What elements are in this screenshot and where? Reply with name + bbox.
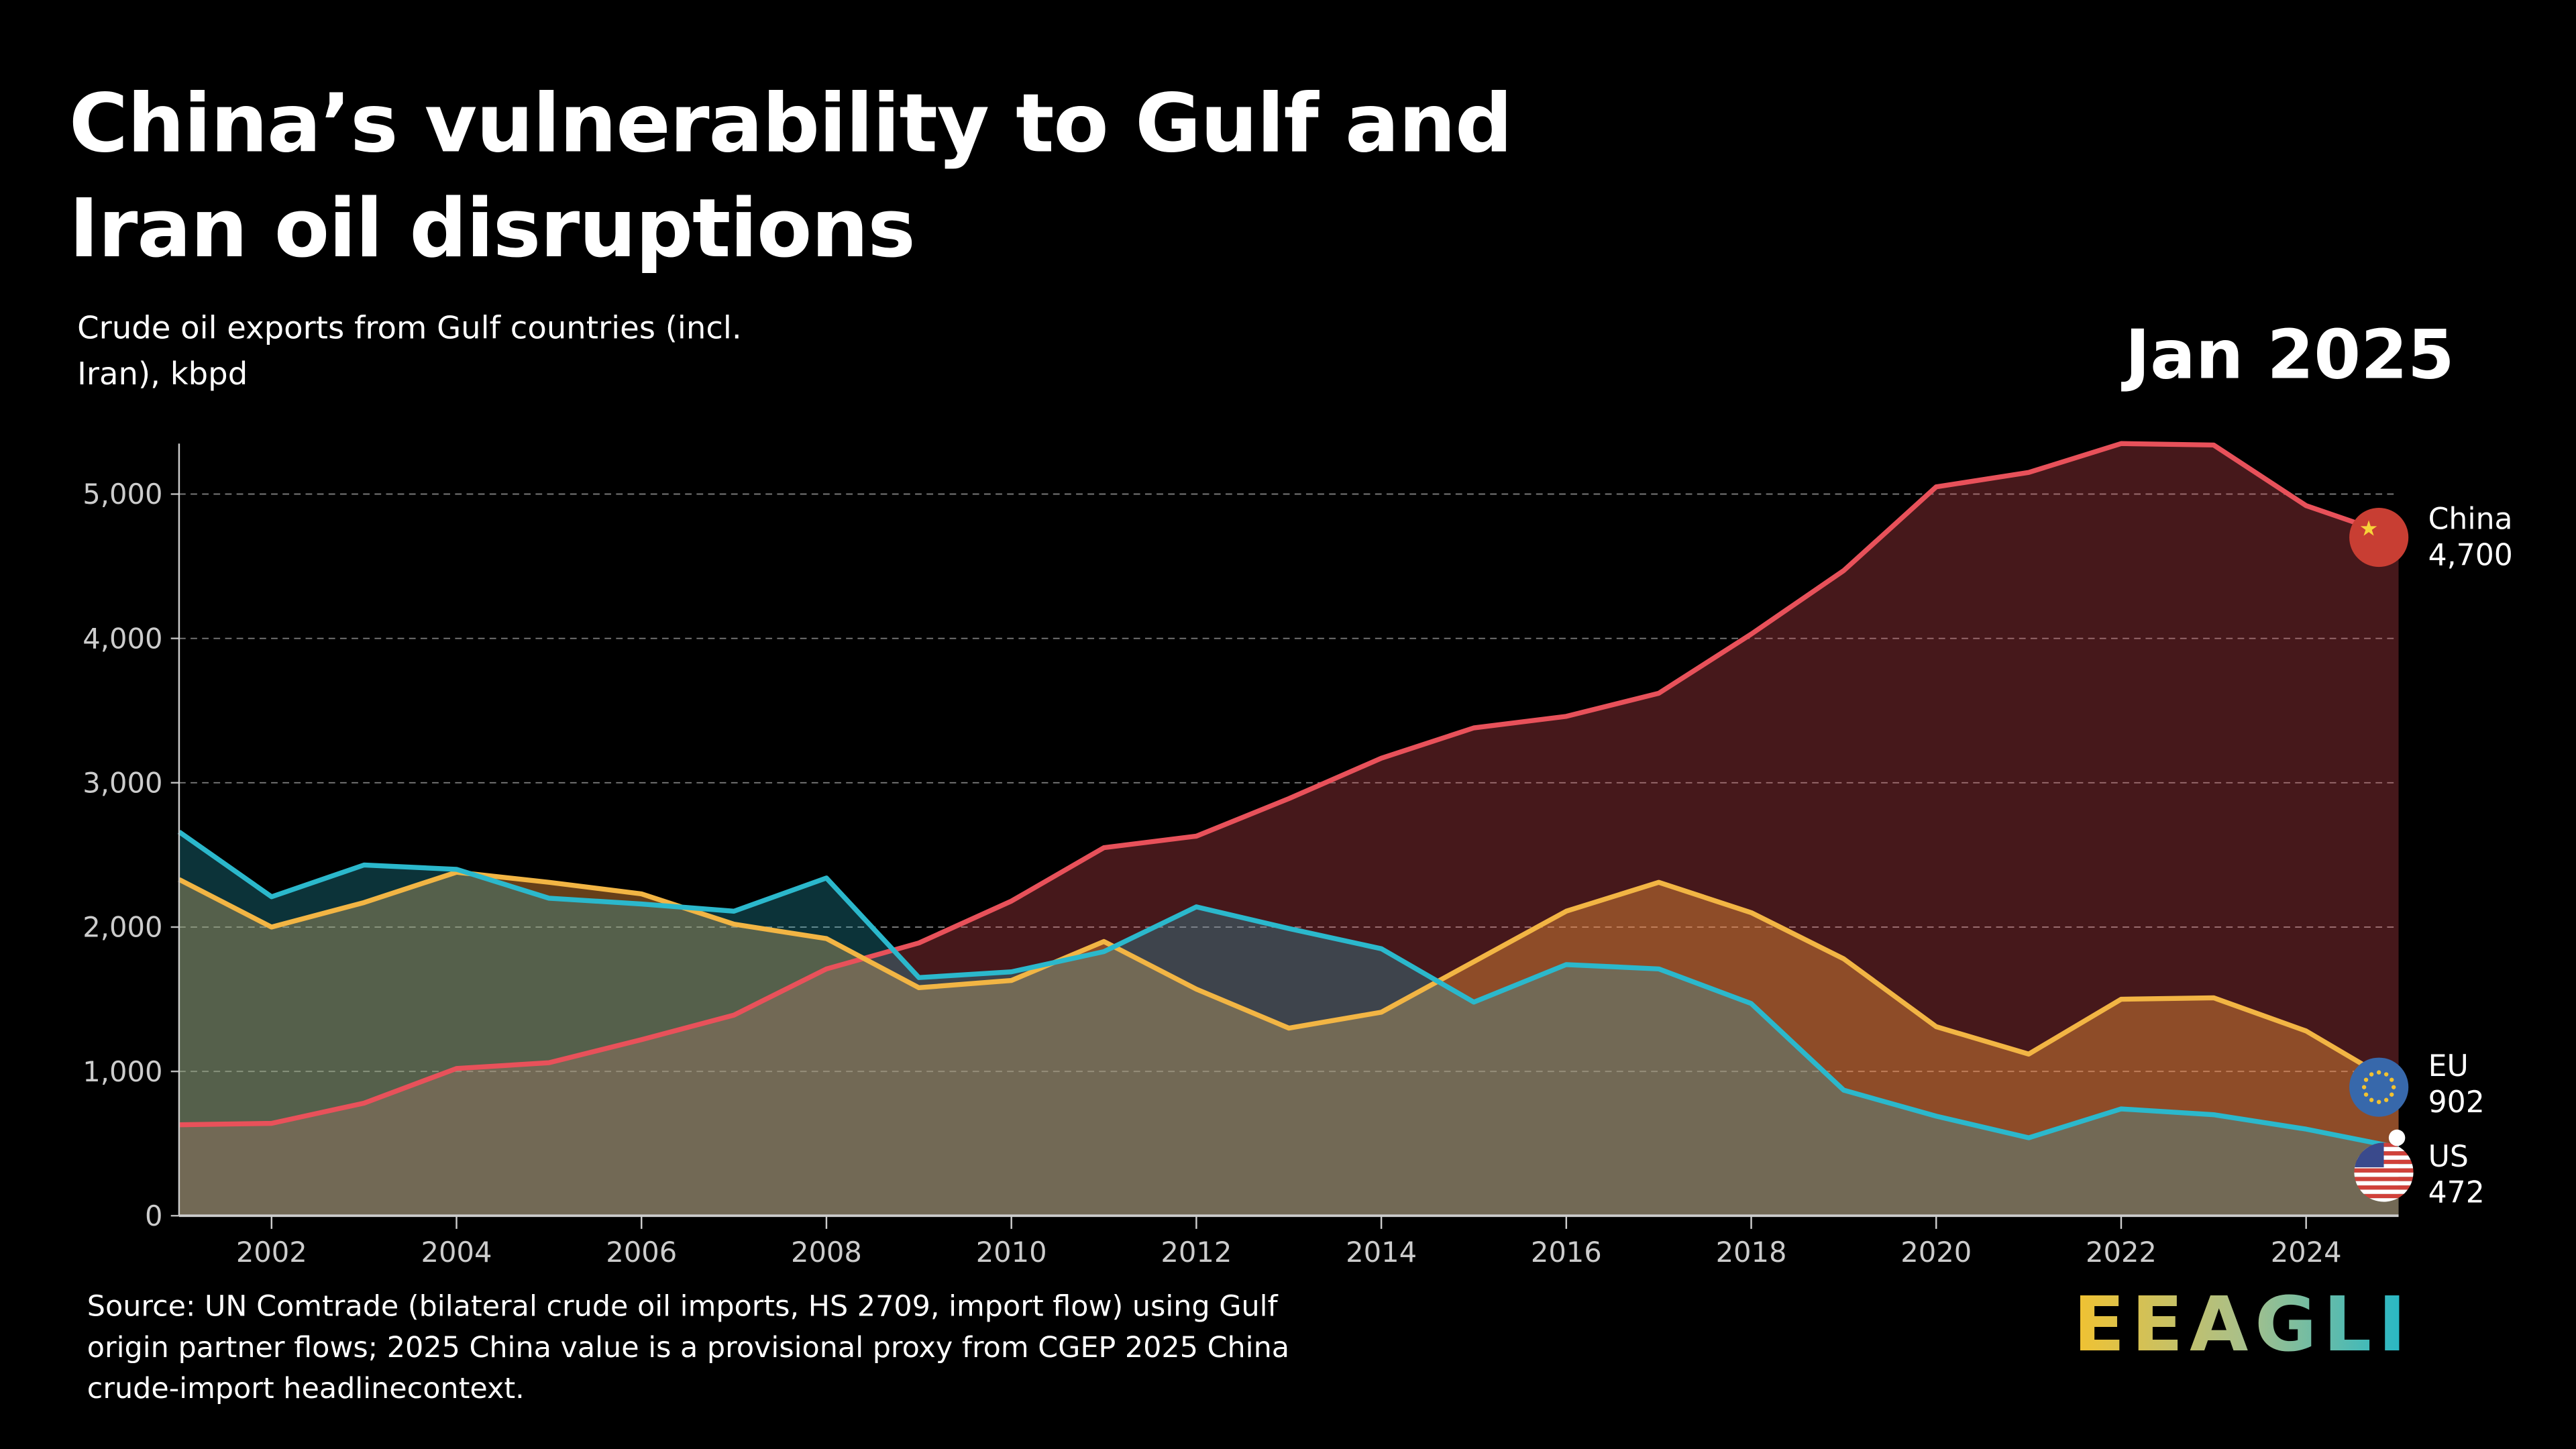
x-tick-label: 2004 bbox=[421, 1236, 492, 1269]
x-tick-label: 2006 bbox=[606, 1236, 677, 1269]
line-eu bbox=[178, 869, 2400, 1088]
end-label-us: US 472 bbox=[2428, 1140, 2485, 1213]
end-dot bbox=[2388, 1129, 2406, 1146]
flag-star bbox=[2390, 1077, 2394, 1082]
flag-star bbox=[2376, 1070, 2381, 1075]
flag-star bbox=[2369, 1097, 2374, 1102]
series-value: 4,700 bbox=[2428, 539, 2513, 574]
flag-star bbox=[2383, 1072, 2389, 1077]
end-label-china: China 4,700 bbox=[2428, 502, 2513, 575]
chart-subtitle: Crude oil exports from Gulf countries (i… bbox=[77, 310, 742, 393]
flag-star bbox=[2361, 1085, 2367, 1089]
y-tick-label: 1,000 bbox=[83, 1055, 162, 1088]
flag-star bbox=[2390, 1092, 2394, 1097]
x-tick-label: 2012 bbox=[1161, 1236, 1232, 1269]
x-tick-label: 2010 bbox=[976, 1236, 1047, 1269]
area-china bbox=[178, 443, 2399, 1216]
flag-stripe bbox=[2354, 1189, 2414, 1194]
y-tick-label: 4,000 bbox=[83, 622, 162, 655]
china-flag-icon: ★ bbox=[2349, 507, 2409, 568]
y-tick-label: 5,000 bbox=[83, 478, 162, 511]
x-tick-label: 2022 bbox=[2086, 1236, 2157, 1269]
series-name: US bbox=[2428, 1140, 2469, 1175]
flag-disc bbox=[2349, 507, 2409, 568]
page-title: China’s vulnerability to Gulf and Iran o… bbox=[68, 77, 1513, 276]
series-name: China bbox=[2428, 502, 2513, 537]
flag-star bbox=[2383, 1097, 2389, 1102]
x-tick-label: 2014 bbox=[1346, 1236, 1417, 1269]
x-tick-label: 2020 bbox=[1900, 1236, 1972, 1269]
y-tick-label: 3,000 bbox=[83, 767, 162, 800]
flag-star bbox=[2376, 1099, 2381, 1104]
line-us bbox=[177, 829, 2400, 1150]
series-value: 472 bbox=[2428, 1176, 2485, 1211]
series-value: 902 bbox=[2428, 1085, 2485, 1121]
eeagli-logo: EEAGLI bbox=[2074, 1281, 2413, 1363]
flag-stripe bbox=[2354, 1193, 2414, 1199]
flag-disc bbox=[2349, 1057, 2409, 1117]
source-note: Source: UN Comtrade (bilateral crude oil… bbox=[87, 1291, 1290, 1407]
x-tick-label: 2016 bbox=[1531, 1236, 1602, 1269]
y-tick-label: 0 bbox=[145, 1199, 162, 1232]
flag-stripe bbox=[2354, 1198, 2414, 1202]
flag-stripe bbox=[2354, 1172, 2414, 1177]
y-tick-label: 2,000 bbox=[83, 911, 162, 944]
flag-star bbox=[2363, 1092, 2369, 1097]
flag-star: ★ bbox=[2359, 516, 2379, 541]
series-name: EU bbox=[2428, 1049, 2469, 1085]
x-tick-label: 2018 bbox=[1716, 1236, 1787, 1269]
date-label: Jan 2025 bbox=[2125, 315, 2455, 394]
x-tick-label: 2024 bbox=[2271, 1236, 2342, 1269]
flag-star bbox=[2392, 1085, 2396, 1089]
svg-text:EEAGLI: EEAGLI bbox=[2074, 1281, 2413, 1363]
x-tick-label: 2008 bbox=[791, 1236, 862, 1269]
flag-stripe bbox=[2354, 1185, 2414, 1190]
flag-star bbox=[2363, 1077, 2369, 1082]
flag-star bbox=[2369, 1072, 2374, 1077]
x-tick-label: 2002 bbox=[236, 1236, 307, 1269]
flag-stripe bbox=[2354, 1177, 2414, 1181]
end-label-eu: EU 902 bbox=[2428, 1050, 2485, 1122]
line-china bbox=[178, 441, 2400, 1128]
flag-stripe bbox=[2354, 1168, 2414, 1173]
area-eu bbox=[178, 872, 2399, 1216]
flag-stripe bbox=[2354, 1181, 2414, 1186]
area-us bbox=[178, 831, 2399, 1216]
eu-flag-icon bbox=[2349, 1057, 2409, 1117]
